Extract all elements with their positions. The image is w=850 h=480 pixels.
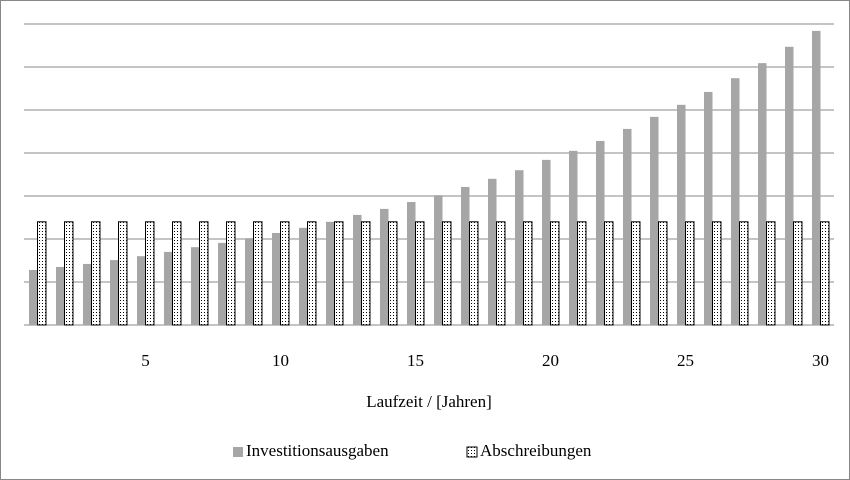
- bar: [172, 221, 182, 326]
- bar: [820, 221, 830, 326]
- bar: [442, 221, 452, 326]
- bar: [145, 221, 155, 326]
- x-tick-label: 20: [542, 351, 559, 370]
- bar: [461, 186, 470, 325]
- bar: [137, 256, 146, 325]
- bar: [91, 221, 101, 326]
- bar: [388, 221, 398, 326]
- bar: [469, 221, 479, 326]
- bar: [272, 232, 281, 325]
- x-tick-label: 25: [677, 351, 694, 370]
- bar: [658, 221, 668, 326]
- legend-label: Abschreibungen: [480, 441, 592, 460]
- x-tick-label: 10: [272, 351, 289, 370]
- bar: [812, 30, 821, 325]
- bar: [110, 260, 119, 325]
- bar: [253, 221, 263, 326]
- bar: [299, 227, 308, 325]
- bar: [712, 221, 722, 326]
- bar: [218, 242, 227, 325]
- bar: [596, 140, 605, 325]
- bar: [280, 221, 290, 326]
- bar: [326, 221, 335, 325]
- bar: [623, 128, 632, 325]
- bar: [361, 221, 371, 326]
- bar: [415, 221, 425, 326]
- bar: [496, 221, 506, 326]
- bar: [56, 266, 65, 325]
- bar: [685, 221, 695, 326]
- bar: [353, 214, 362, 325]
- bar: [650, 116, 659, 325]
- legend-label: Investitionsausgaben: [246, 441, 389, 460]
- x-tick-label: 15: [407, 351, 424, 370]
- bar: [380, 208, 389, 325]
- bar: [677, 104, 686, 325]
- bar: [488, 178, 497, 325]
- bar: [550, 221, 560, 326]
- bar: [766, 221, 776, 326]
- bar: [793, 221, 803, 326]
- bar: [434, 195, 443, 325]
- bar: [226, 221, 236, 326]
- bar: [83, 263, 92, 325]
- bar: [542, 159, 551, 325]
- bar: [307, 221, 317, 326]
- bar: [118, 221, 128, 326]
- bar: [704, 91, 713, 325]
- bar: [191, 247, 200, 325]
- bar: [731, 78, 740, 326]
- bar: [523, 221, 533, 326]
- bar: [758, 63, 767, 325]
- bar: [37, 221, 47, 326]
- legend-swatch: [466, 446, 478, 458]
- legend-swatch: [233, 447, 243, 457]
- bar: [407, 202, 416, 325]
- bar: [334, 221, 344, 326]
- bar: [64, 221, 74, 326]
- bar: [515, 170, 524, 325]
- bar: [164, 251, 173, 325]
- bar: [569, 150, 578, 325]
- bar: [785, 46, 794, 325]
- bar: [245, 238, 254, 325]
- bar: [29, 269, 38, 325]
- bar: [739, 221, 749, 326]
- bar: [577, 221, 587, 326]
- x-tick-label: 5: [141, 351, 150, 370]
- bar: [604, 221, 614, 326]
- x-axis-label: Laufzeit / [Jahren]: [366, 392, 492, 411]
- bar: [631, 221, 641, 326]
- x-tick-label: 30: [812, 351, 829, 370]
- bar: [199, 221, 209, 326]
